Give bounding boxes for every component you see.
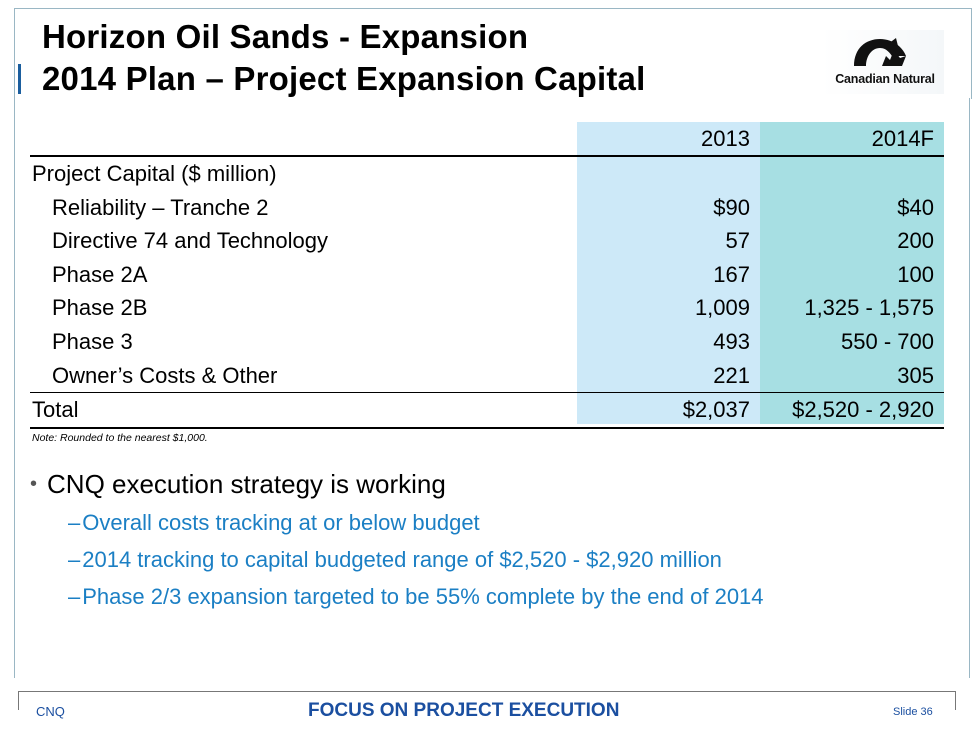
footer-left-tick [18, 692, 19, 710]
total-2014f: $2,520 - 2,920 [792, 397, 934, 423]
column-2014f-highlight [760, 122, 944, 424]
sub-bullet: –Phase 2/3 expansion targeted to be 55% … [68, 582, 764, 612]
table-row: Reliability – Tranche 2 $90 $40 [30, 191, 944, 225]
row-label: Reliability – Tranche 2 [52, 194, 269, 220]
row-label: Phase 3 [52, 328, 133, 354]
column-header-2013: 2013 [701, 126, 750, 151]
bullet-dot-icon: • [30, 473, 38, 495]
value-2014f: 1,325 - 1,575 [804, 295, 934, 321]
table-row: Owner’s Costs & Other 221 305 [30, 359, 944, 393]
value-2014f: 100 [897, 261, 934, 287]
slide-title: Horizon Oil Sands - Expansion 2014 Plan … [42, 16, 645, 100]
footer-rule [18, 691, 956, 692]
value-2013: $90 [713, 194, 750, 220]
section-label-row: Project Capital ($ million) [30, 157, 944, 191]
total-row: Total $2,037 $2,520 - 2,920 [30, 392, 944, 429]
value-2014f: 200 [897, 228, 934, 254]
row-label: Owner’s Costs & Other [52, 362, 278, 388]
main-bullet: • CNQ execution strategy is working [30, 466, 446, 505]
footer-right-tick [955, 692, 956, 710]
dash-icon: – [68, 510, 81, 535]
table-header-row: 2013 2014F [30, 122, 944, 157]
slide-number: Slide 36 [893, 706, 933, 718]
title-accent-bar [18, 64, 21, 94]
total-label: Total [32, 397, 79, 423]
dash-icon: – [68, 584, 81, 609]
value-2014f: 550 - 700 [841, 328, 934, 354]
value-2013: 57 [725, 228, 750, 254]
value-2013: 167 [713, 261, 750, 287]
total-2013: $2,037 [682, 397, 750, 423]
sub-bullet-text: Phase 2/3 expansion targeted to be 55% c… [82, 584, 764, 609]
table-row: Phase 2B 1,009 1,325 - 1,575 [30, 291, 944, 325]
sub-bullet-text: 2014 tracking to capital budgeted range … [82, 547, 722, 572]
footer-tagline: FOCUS ON PROJECT EXECUTION [308, 700, 620, 721]
company-logo: Canadian Natural [822, 30, 944, 94]
footer-company: CNQ [36, 704, 65, 719]
logo-mark-icon [854, 38, 906, 66]
capital-table: 2013 2014F Project Capital ($ million) R… [30, 122, 944, 429]
table-note: Note: Rounded to the nearest $1,000. [32, 432, 208, 444]
slide-frame [14, 8, 972, 99]
row-label: Phase 2B [52, 295, 148, 321]
logo-text: Canadian Natural [835, 72, 935, 86]
row-label: Phase 2A [52, 261, 148, 287]
sub-bullet: –2014 tracking to capital budgeted range… [68, 545, 722, 575]
table-row: Phase 2A 167 100 [30, 258, 944, 292]
value-2013: 493 [713, 328, 750, 354]
column-header-2014f: 2014F [871, 126, 934, 151]
title-line-1: Horizon Oil Sands - Expansion [42, 18, 529, 55]
main-bullet-text: CNQ execution strategy is working [47, 469, 446, 499]
value-2014f: $40 [897, 194, 934, 220]
frame-right-border [969, 98, 970, 678]
value-2013: 221 [713, 362, 750, 388]
row-label: Directive 74 and Technology [52, 228, 328, 254]
value-2014f: 305 [897, 362, 934, 388]
value-2013: 1,009 [694, 295, 750, 321]
table-row: Phase 3 493 550 - 700 [30, 325, 944, 359]
dash-icon: – [68, 547, 81, 572]
table-row: Directive 74 and Technology 57 200 [30, 224, 944, 258]
column-2013-highlight [577, 122, 760, 424]
frame-left-border [14, 98, 15, 678]
title-line-2: 2014 Plan – Project Expansion Capital [42, 60, 646, 97]
sub-bullet: –Overall costs tracking at or below budg… [68, 508, 480, 538]
sub-bullet-text: Overall costs tracking at or below budge… [82, 510, 480, 535]
section-label: Project Capital ($ million) [32, 161, 277, 186]
